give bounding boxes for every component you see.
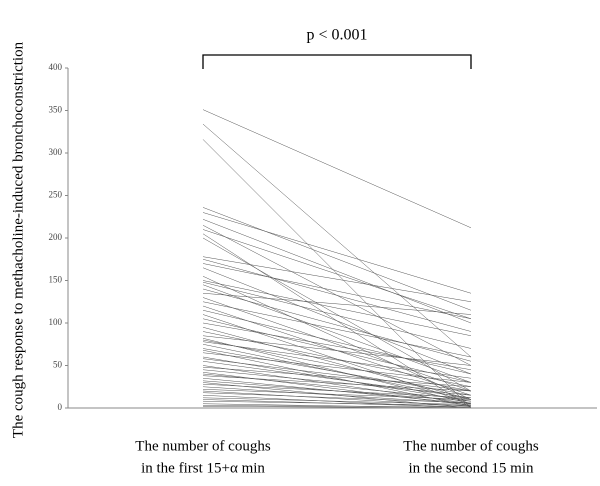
significance-bracket [202, 54, 472, 69]
subject-line [202, 322, 472, 370]
subject-line [202, 403, 472, 409]
y-tick-label: 200 [49, 232, 63, 242]
y-tick-label: 400 [49, 62, 63, 72]
subject-line [202, 375, 472, 392]
subject-line [202, 263, 472, 319]
subject-line [202, 301, 472, 358]
y-tick-label: 150 [49, 275, 63, 285]
subject-line [202, 365, 472, 404]
subject-line [202, 348, 472, 396]
y-tick-label: 250 [49, 190, 63, 200]
subject-line [202, 310, 472, 375]
subject-line [202, 352, 472, 383]
subject-line [202, 280, 472, 336]
subject-line [202, 389, 472, 400]
y-axis-label: The cough response to methacholine-induc… [10, 41, 26, 438]
subject-line [202, 229, 472, 319]
y-tick-label: 100 [49, 317, 63, 327]
subject-line [202, 356, 472, 402]
y-tick-label: 50 [53, 360, 63, 370]
chart-title: p < 0.001 [306, 27, 367, 44]
subject-line [202, 397, 472, 405]
subject-line [202, 267, 472, 375]
subject-line [202, 361, 472, 399]
subject-line [202, 405, 472, 408]
subject-line [202, 123, 472, 358]
subject-line [202, 219, 472, 324]
subject-line [202, 341, 472, 379]
x-category-label: in the first 15+α min [141, 460, 265, 476]
subject-line [202, 212, 472, 294]
subject-line [202, 369, 472, 396]
y-tick-label: 0 [58, 402, 63, 412]
subject-line [202, 281, 472, 349]
y-tick-label: 300 [49, 147, 63, 157]
subject-line [202, 383, 472, 399]
subject-line [202, 366, 472, 387]
subject-line [202, 288, 472, 362]
x-category-label: The number of coughs [403, 438, 539, 454]
x-category-label: The number of coughs [135, 438, 271, 454]
subject-line [202, 372, 472, 406]
subject-line [202, 349, 472, 407]
x-category-label: in the second 15 min [409, 460, 534, 476]
subject-line [202, 207, 472, 311]
subject-line [202, 256, 472, 302]
subject-line [202, 109, 472, 229]
subject-line [202, 297, 472, 392]
subject-line [202, 392, 472, 404]
y-tick-label: 350 [49, 105, 63, 115]
subject-line [202, 293, 472, 315]
subject-line [202, 386, 472, 404]
subject-line [202, 339, 472, 392]
subject-line [202, 259, 472, 332]
subject-line [202, 335, 472, 366]
subject-line [202, 358, 472, 392]
subject-line [202, 400, 472, 406]
subject-line [202, 338, 472, 404]
subject-line [202, 390, 472, 407]
subject-line [202, 237, 472, 392]
